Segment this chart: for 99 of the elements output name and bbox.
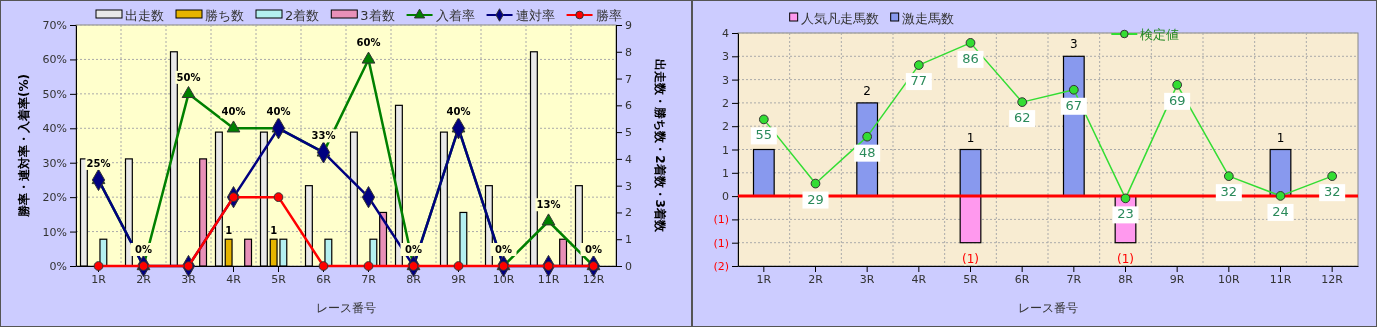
y2-tick-label: 2 <box>625 206 632 220</box>
x-tick-label: 7R <box>361 272 377 286</box>
y-tick-label: 3 <box>722 73 729 87</box>
data-label: 32 <box>1220 184 1238 200</box>
x-tick-label: 6R <box>316 272 332 286</box>
data-label: 67 <box>1065 97 1083 113</box>
x-axis-title: レース番号 <box>316 301 376 315</box>
legend-label: 入着率 <box>435 8 475 23</box>
data-label: 13% <box>536 199 561 211</box>
legend-label: 検定値 <box>1140 27 1180 42</box>
data-label: 0% <box>495 244 512 255</box>
y2-tick-label: 1 <box>625 233 632 247</box>
x-tick-label: 11R <box>1269 272 1292 286</box>
y-tick-label: (1) <box>713 213 729 227</box>
y-tick-label: 2 <box>722 120 729 134</box>
x-tick-label: 2R <box>808 272 824 286</box>
data-label: 25% <box>86 157 111 169</box>
x-tick-label: 2R <box>136 272 152 286</box>
x-tick-label: 1R <box>91 272 107 286</box>
legend-label: 人気凡走馬数 <box>800 11 879 26</box>
x-tick-label: 5R <box>963 272 979 286</box>
legend-label: 激走馬数 <box>901 11 954 26</box>
x-tick-label: 12R <box>582 272 605 286</box>
data-label: 1 <box>1276 130 1285 145</box>
y2-tick-label: 5 <box>625 126 632 140</box>
data-label: 32 <box>1323 184 1341 200</box>
data-label: 50% <box>176 71 201 83</box>
x-tick-label: 3R <box>859 272 875 286</box>
legend-label: 出走数 <box>125 8 164 23</box>
x-tick-label: 6R <box>1014 272 1030 286</box>
x-tick-label: 10R <box>1218 272 1241 286</box>
y-tick-label: 70% <box>42 19 67 33</box>
y-tick-label: 0 <box>722 190 729 204</box>
y-tick-label: 0% <box>49 260 67 274</box>
y2-tick-label: 0 <box>625 260 632 274</box>
x-tick-label: 10R <box>492 272 515 286</box>
x-tick-label: 11R <box>537 272 560 286</box>
data-label: 69 <box>1168 92 1186 108</box>
y-tick-label: 60% <box>42 53 67 67</box>
y-tick-label: 30% <box>42 156 67 170</box>
data-label: 1 <box>966 130 975 145</box>
data-label: 40% <box>446 106 471 118</box>
data-label: 24 <box>1272 203 1289 219</box>
y-tick-label: (2) <box>713 260 729 274</box>
data-label: 1 <box>270 225 278 237</box>
x-tick-label: 4R <box>226 272 242 286</box>
data-label: 3 <box>1070 37 1078 52</box>
x-tick-label: 8R <box>406 272 422 286</box>
data-label: (1) <box>1117 251 1134 266</box>
legend-label: 2着数 <box>285 8 320 23</box>
x-tick-label: 1R <box>756 272 772 286</box>
data-label: 1 <box>225 225 233 237</box>
y-tick-label: 20% <box>42 191 67 205</box>
x-tick-label: 9R <box>451 272 467 286</box>
y2-tick-label: 9 <box>625 19 632 33</box>
x-tick-label: 8R <box>1118 272 1134 286</box>
data-label: 40% <box>221 106 246 118</box>
x-tick-label: 9R <box>1169 272 1185 286</box>
y-tick-label: 1 <box>722 143 729 157</box>
data-label: 48 <box>858 144 876 160</box>
y-tick-label: 1 <box>722 166 729 180</box>
y-tick-label: 40% <box>42 122 67 136</box>
y-axis-title: 勝率・連対率・入着率(%) <box>17 74 31 218</box>
y2-tick-label: 8 <box>625 45 632 59</box>
data-label: 29 <box>807 191 824 207</box>
data-label: 2 <box>863 83 871 98</box>
data-label: 55 <box>755 127 773 143</box>
y-tick-label: 50% <box>42 87 67 101</box>
data-label: 0% <box>585 244 602 255</box>
y2-tick-label: 6 <box>625 99 632 113</box>
data-label: 23 <box>1117 206 1134 222</box>
legend-label: 勝率 <box>595 8 622 23</box>
y2-tick-label: 4 <box>625 152 632 166</box>
data-label: 60% <box>356 37 381 49</box>
y-tick-label: (1) <box>713 236 729 250</box>
data-label: 77 <box>910 73 928 89</box>
y2-axis-title: 出走数・勝ち数・2着数・3着数 <box>653 59 667 233</box>
x-axis-title: レース番号 <box>1018 301 1078 315</box>
y-tick-label: 4 <box>722 27 729 41</box>
data-label: 33% <box>311 130 336 142</box>
y-tick-label: 10% <box>42 225 67 239</box>
x-tick-label: 12R <box>1321 272 1344 286</box>
x-tick-label: 5R <box>271 272 287 286</box>
legend-label: 3着数 <box>360 8 395 23</box>
data-label: 0% <box>135 244 152 255</box>
data-label: 62 <box>1013 110 1031 126</box>
y-tick-label: 3 <box>722 50 729 64</box>
y2-tick-label: 3 <box>625 179 632 193</box>
data-label: 0% <box>405 244 422 255</box>
y-tick-label: 2 <box>722 96 729 110</box>
x-tick-label: 7R <box>1066 272 1082 286</box>
legend-label: 勝ち数 <box>205 8 244 23</box>
data-label: 40% <box>266 106 291 118</box>
legend-label: 連対率 <box>515 8 555 23</box>
data-label: 86 <box>962 50 979 66</box>
x-tick-label: 3R <box>181 272 197 286</box>
y2-tick-label: 7 <box>625 72 632 86</box>
x-tick-label: 4R <box>911 272 927 286</box>
data-label: (1) <box>962 251 979 266</box>
